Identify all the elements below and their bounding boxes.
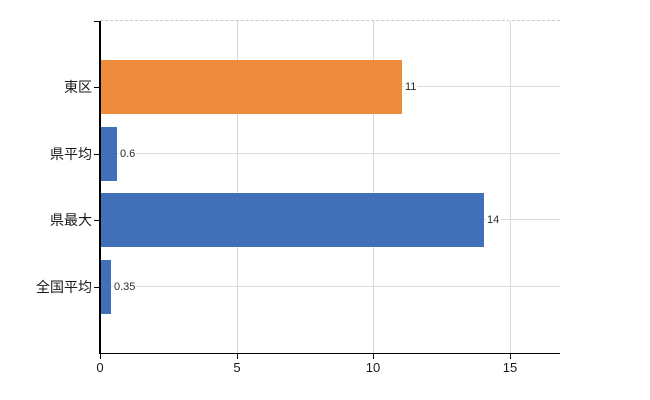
bar-value-label: 14 bbox=[486, 213, 501, 227]
bar bbox=[101, 127, 117, 181]
plot-area: 11 0.6 14 0.35 bbox=[101, 21, 560, 353]
bar-value-label: 0.6 bbox=[119, 147, 137, 161]
vertical-gridline bbox=[236, 21, 238, 353]
bar bbox=[101, 260, 111, 314]
x-axis-tick bbox=[373, 354, 374, 359]
x-axis-tick bbox=[510, 354, 511, 359]
x-axis-tick bbox=[237, 354, 238, 359]
x-axis-tick-label: 0 bbox=[96, 360, 104, 375]
y-axis-tick bbox=[94, 154, 100, 155]
y-axis-tick bbox=[94, 287, 100, 288]
horizontal-gridline bbox=[101, 153, 560, 154]
vertical-gridline bbox=[510, 21, 511, 353]
x-axis-tick-label: 15 bbox=[502, 360, 518, 375]
plot-top-border bbox=[100, 20, 560, 21]
vertical-gridline bbox=[373, 21, 375, 353]
category-label: 県最大 bbox=[50, 212, 92, 228]
x-axis-tick-label: 5 bbox=[233, 360, 241, 375]
category-label: 全国平均 bbox=[36, 279, 92, 295]
x-axis-tick-label: 10 bbox=[365, 360, 381, 375]
category-label: 東区 bbox=[64, 79, 92, 95]
x-axis-tick bbox=[100, 354, 101, 359]
category-label: 県平均 bbox=[50, 146, 92, 162]
bar-value-label: 11 bbox=[404, 80, 418, 94]
bar-value-label: 0.35 bbox=[113, 280, 137, 294]
bar bbox=[101, 193, 484, 247]
y-axis-tick bbox=[94, 87, 100, 88]
y-axis-tick bbox=[94, 220, 100, 221]
x-axis-line bbox=[99, 353, 560, 354]
bar bbox=[101, 60, 402, 114]
y-axis-line bbox=[99, 21, 101, 353]
y-axis-tick bbox=[94, 21, 100, 22]
horizontal-gridline bbox=[101, 286, 560, 287]
